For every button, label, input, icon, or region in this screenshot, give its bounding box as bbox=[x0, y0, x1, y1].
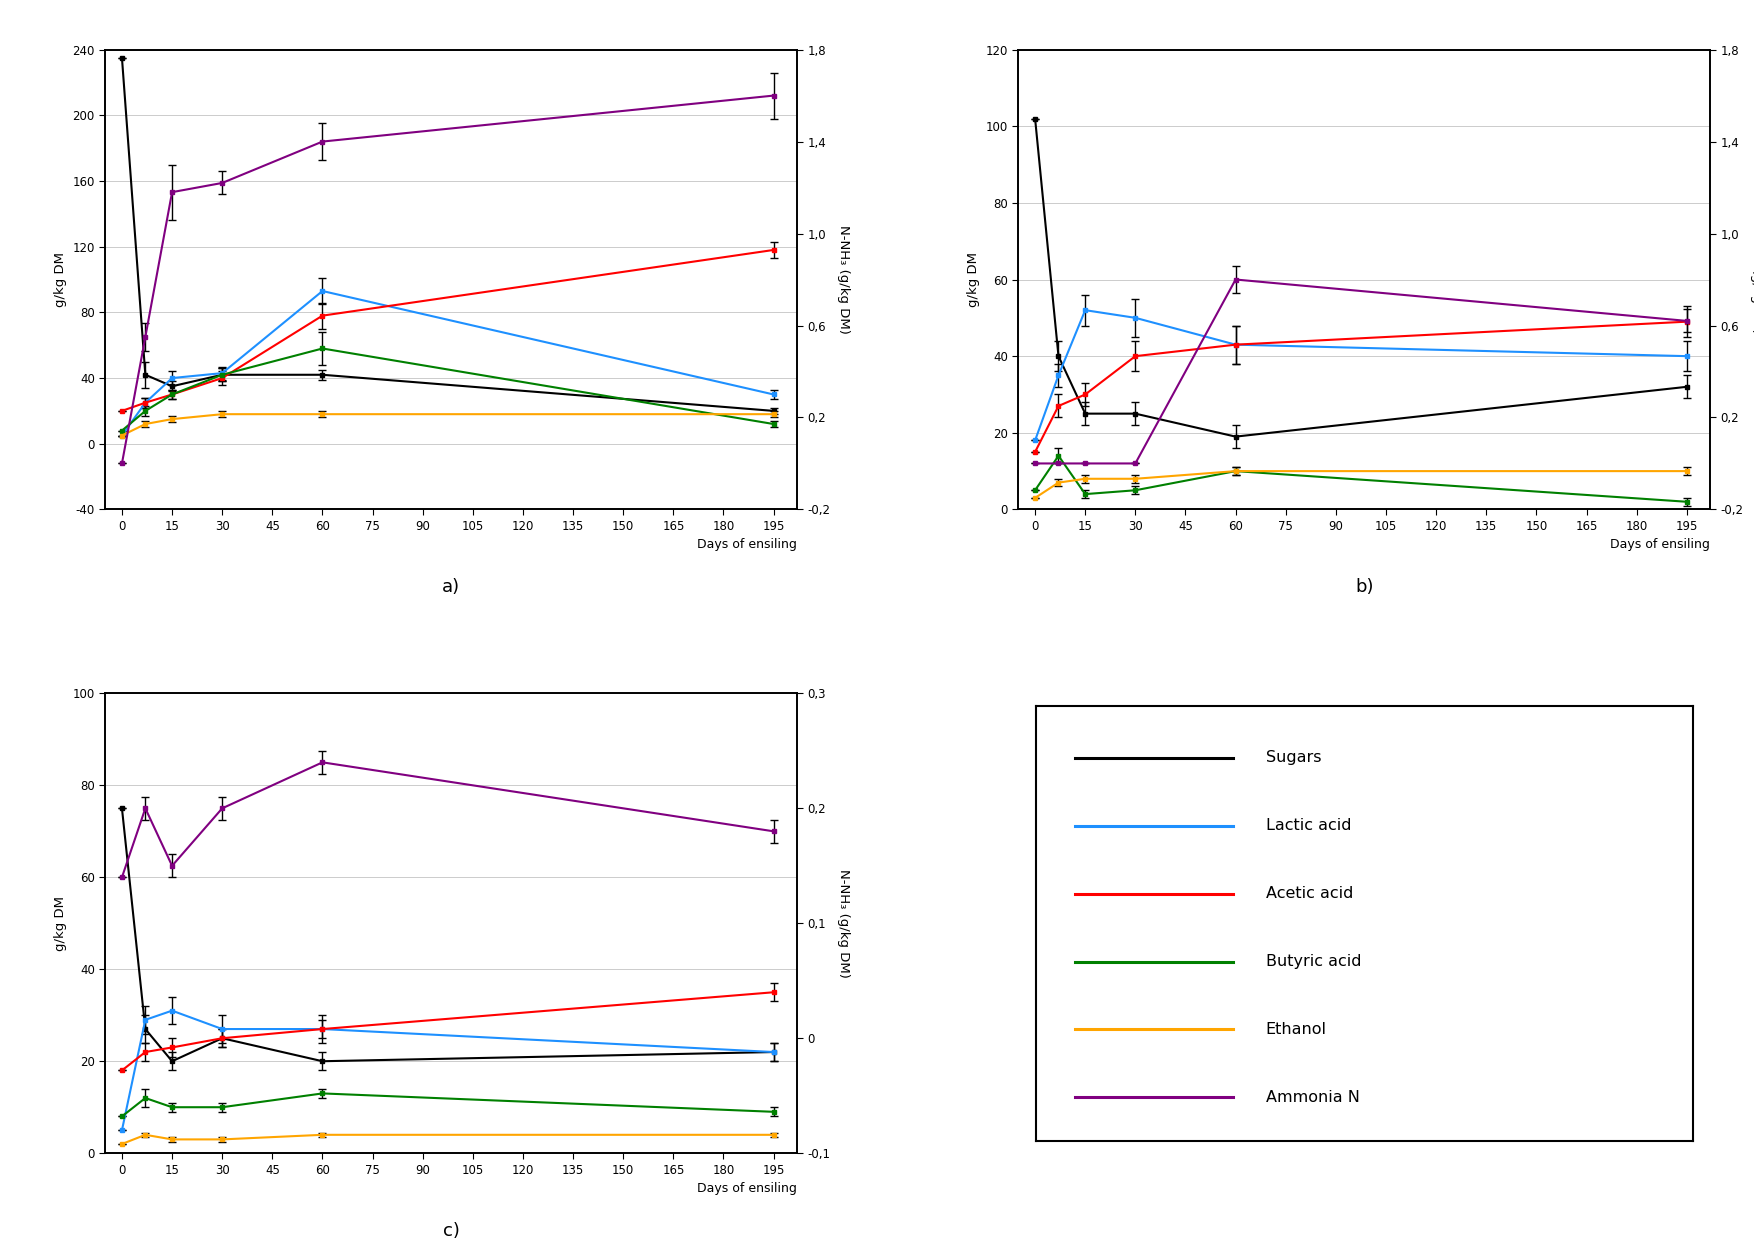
X-axis label: Days of ensiling: Days of ensiling bbox=[696, 538, 796, 552]
Y-axis label: g/kg DM: g/kg DM bbox=[966, 252, 980, 308]
Text: Butyric acid: Butyric acid bbox=[1266, 954, 1361, 970]
Y-axis label: g/kg DM: g/kg DM bbox=[54, 252, 67, 308]
Y-axis label: N-NH₃ (g/kg DM): N-NH₃ (g/kg DM) bbox=[837, 869, 851, 977]
Y-axis label: N-NH₃ (g/kg DM): N-NH₃ (g/kg DM) bbox=[837, 226, 851, 334]
X-axis label: Days of ensiling: Days of ensiling bbox=[696, 1182, 796, 1195]
Text: a): a) bbox=[442, 578, 460, 596]
Y-axis label: g/kg DM: g/kg DM bbox=[54, 895, 67, 951]
Text: Acetic acid: Acetic acid bbox=[1266, 887, 1352, 901]
Y-axis label: N-NH₃ (g/kg DM): N-NH₃ (g/kg DM) bbox=[1750, 226, 1754, 334]
Text: c): c) bbox=[442, 1223, 460, 1240]
X-axis label: Days of ensiling: Days of ensiling bbox=[1610, 538, 1710, 552]
Text: Sugars: Sugars bbox=[1266, 750, 1321, 765]
Text: Ammonia N: Ammonia N bbox=[1266, 1090, 1359, 1105]
Text: Lactic acid: Lactic acid bbox=[1266, 818, 1351, 833]
Text: b): b) bbox=[1356, 578, 1373, 596]
Text: Ethanol: Ethanol bbox=[1266, 1022, 1326, 1037]
